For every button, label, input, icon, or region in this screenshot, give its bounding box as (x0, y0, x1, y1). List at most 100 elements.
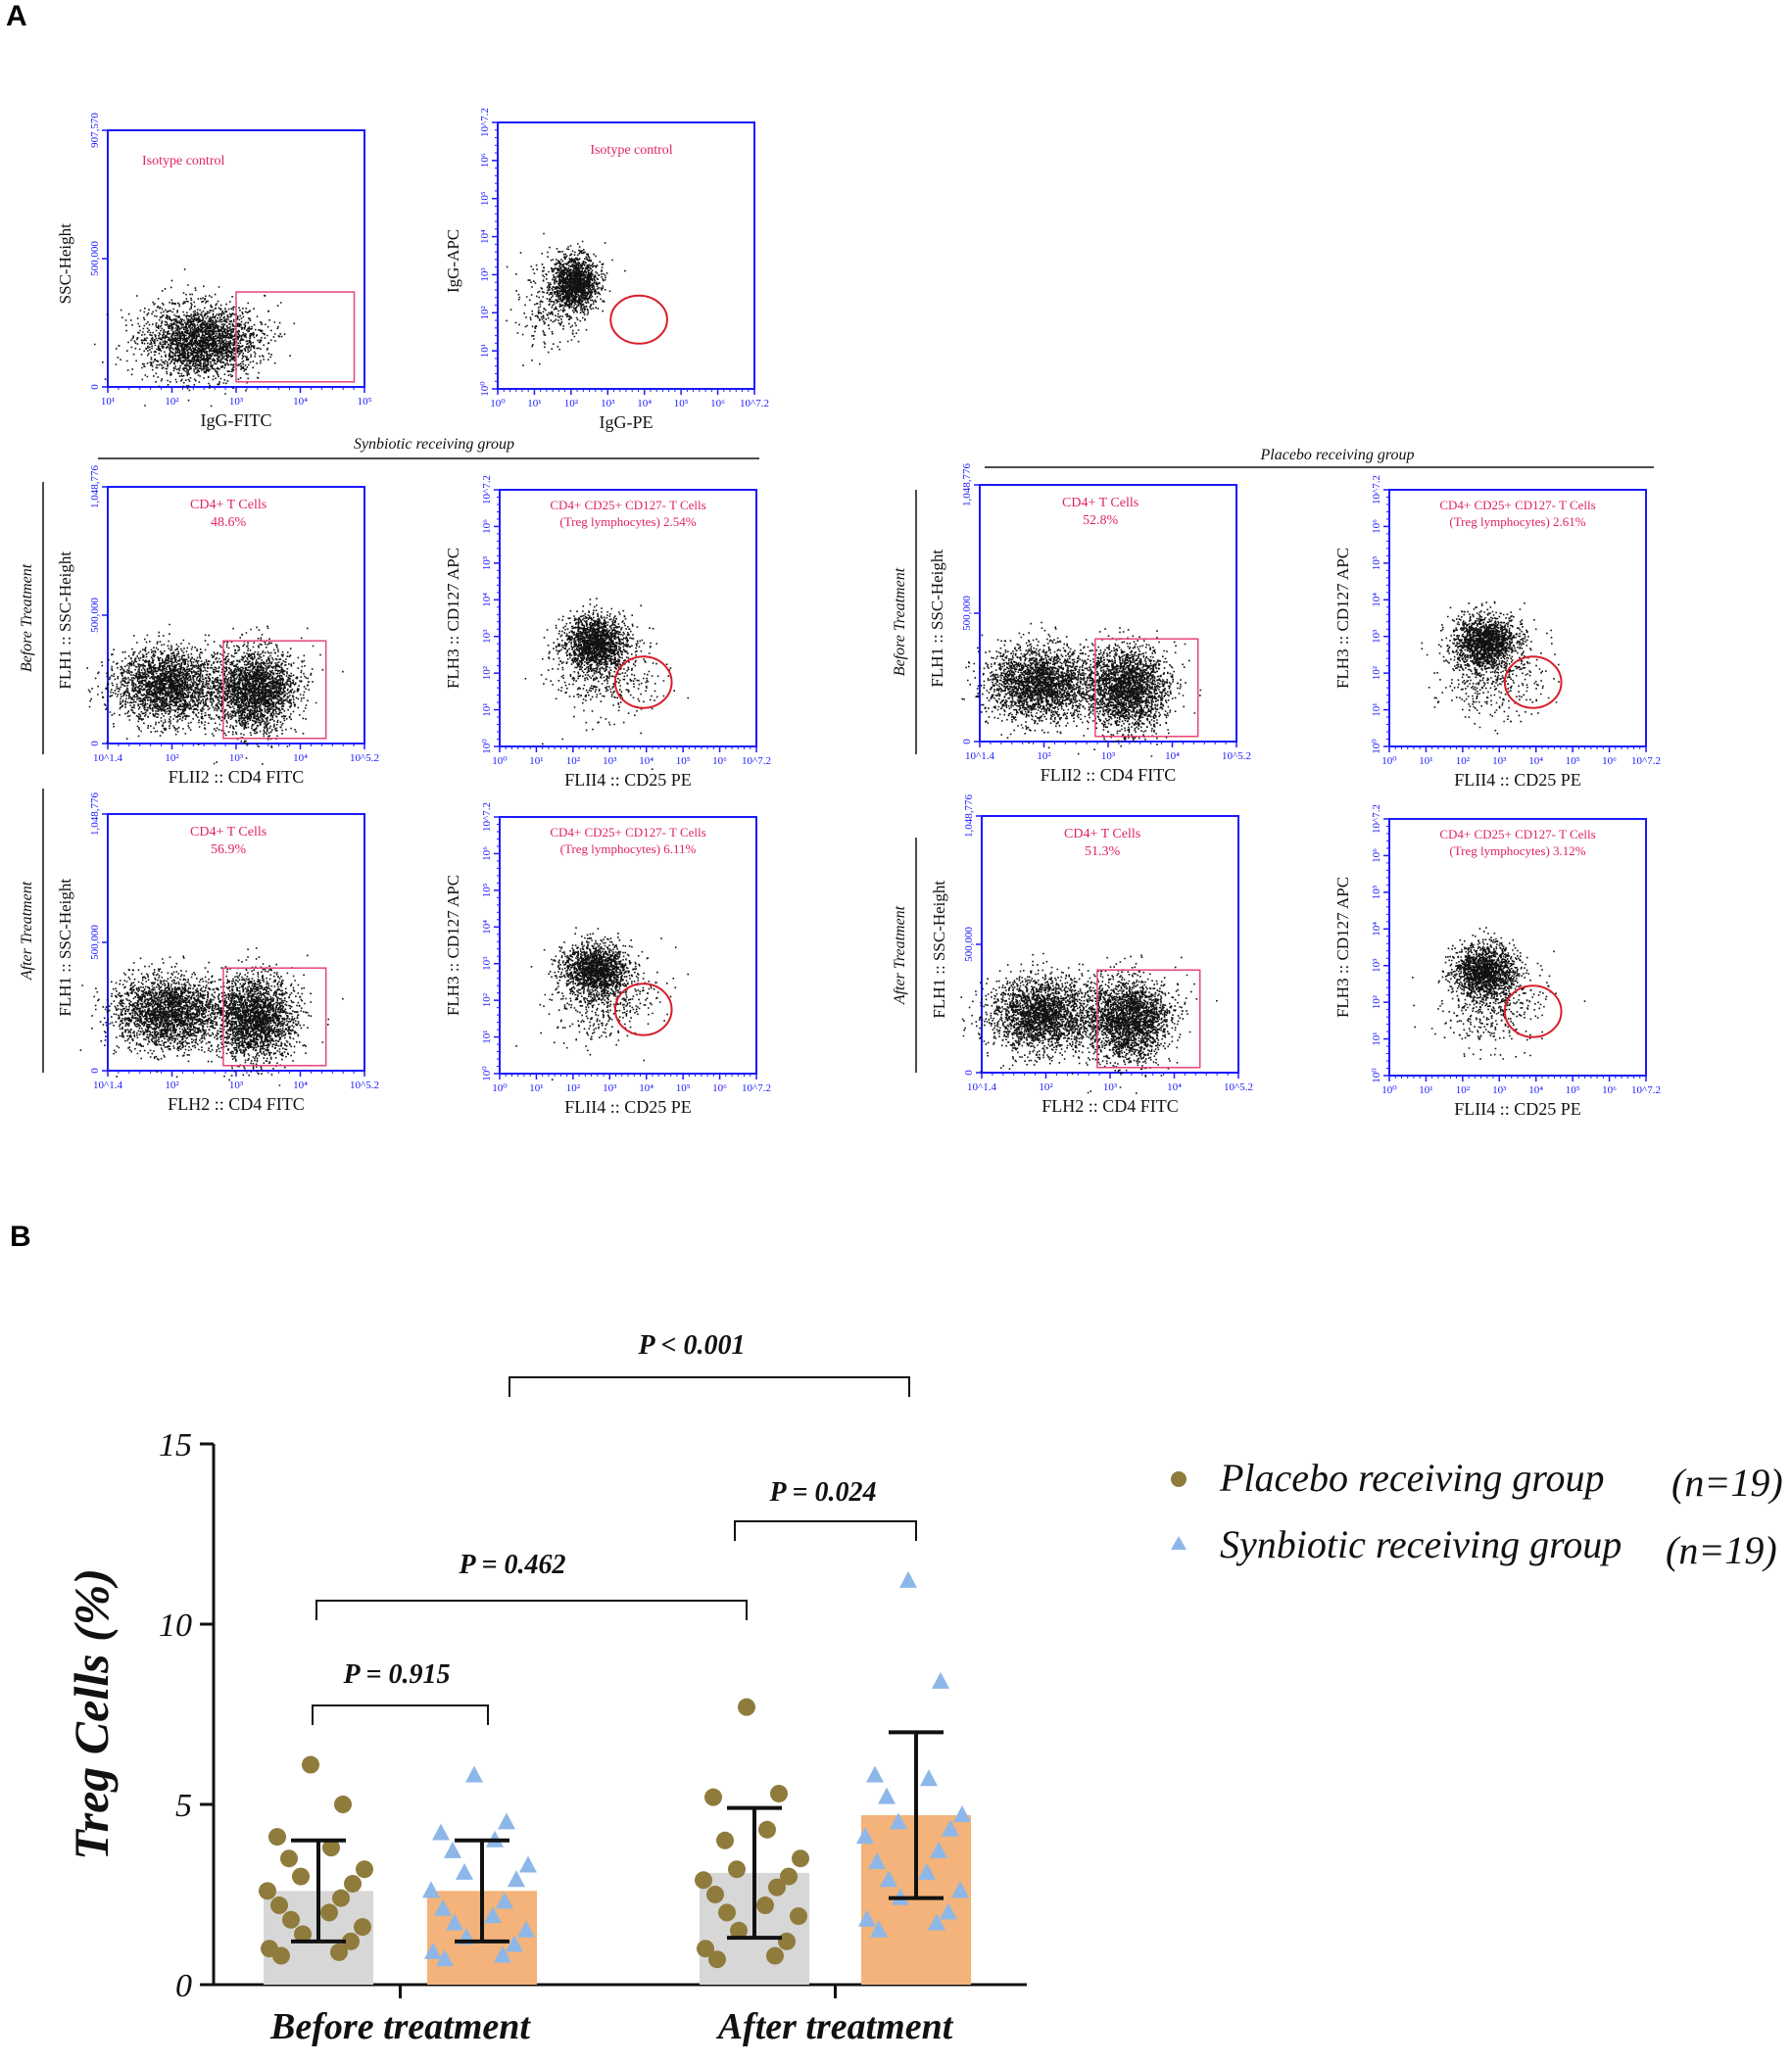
gate-title: CD4+ T Cells (1064, 827, 1140, 841)
placebo-point (302, 1755, 319, 1774)
x-tick-label: 10² (1456, 755, 1471, 767)
gate-title: CD4+ T Cells (190, 498, 266, 512)
synbiotic-point (951, 1881, 969, 1898)
event-dots (94, 268, 296, 408)
synbiotic-point (519, 1855, 537, 1873)
y-tick-label: 10⁰ (1371, 1068, 1382, 1083)
synbiotic-point (890, 1812, 907, 1830)
gate-title: CD4+ CD25+ CD127- T Cells (550, 498, 705, 512)
placebo-point (728, 1860, 746, 1879)
x-tick-label: 10^7.2 (742, 755, 771, 767)
y-tick-label: 1,048,776 (961, 463, 973, 507)
synbiotic-point (422, 1881, 440, 1898)
gate-ellipse (613, 655, 673, 709)
gate-ellipse (1503, 655, 1563, 709)
placebo-point (332, 1889, 350, 1907)
synbiotic-point (878, 1787, 896, 1804)
y-tick-label: 10⁵ (1371, 555, 1382, 570)
placebo-point (766, 1946, 784, 1965)
synbiotic-point (456, 1862, 473, 1880)
x-tick-label: 10⁴ (293, 1080, 308, 1091)
synbiotic-point (434, 1898, 452, 1916)
synbiotic-point (942, 1819, 959, 1837)
event-dots (86, 623, 261, 763)
gate-percent: (Treg lymphocytes) 2.54% (559, 514, 696, 529)
y-tick-label: 0 (961, 739, 973, 744)
x-tick-label: 10³ (1492, 755, 1507, 767)
placebo-point (282, 1910, 300, 1929)
x-tick-label: 10⁴ (639, 1082, 654, 1094)
x-axis-label: IgG-PE (600, 412, 654, 432)
synbiotic-point (444, 1841, 461, 1858)
event-dots (79, 955, 254, 1079)
x-tick-label: 10¹ (529, 755, 543, 767)
x-axis-label: FLII4 :: CD25 PE (1454, 1099, 1581, 1119)
y-axis-label: FLH3 :: CD127 APC (444, 548, 462, 689)
x-tick-label: 10^7.2 (740, 398, 769, 409)
placebo-point (780, 1867, 798, 1886)
x-tick-label: 10^5.2 (350, 752, 379, 764)
x-tick-label: 10² (1456, 1084, 1471, 1096)
placebo-point (768, 1878, 786, 1896)
y-tick-label: 10³ (1371, 629, 1382, 644)
event-dots (1056, 627, 1202, 778)
synbiotic-point (880, 1870, 897, 1888)
x-tick-label: 10⁴ (1528, 755, 1543, 767)
y-tick-label: 0 (89, 384, 101, 390)
significance-bracket (315, 1600, 748, 1620)
gate-title: CD4+ CD25+ CD127- T Cells (1439, 827, 1595, 841)
placebo-point (268, 1828, 286, 1847)
placebo-point (292, 1867, 310, 1886)
event-dots (184, 625, 344, 765)
gate-percent: (Treg lymphocytes) 2.61% (1449, 514, 1585, 529)
placebo-point (272, 1946, 290, 1965)
y-tick-label: 1,048,776 (89, 792, 101, 837)
x-tick-label: 10³ (603, 1082, 617, 1094)
placebo-point (320, 1903, 338, 1922)
y-axis-label: SSC-Height (56, 223, 74, 304)
gate-percent: (Treg lymphocytes) 6.11% (560, 841, 697, 856)
x-axis-label: FLH2 :: CD4 FITC (1041, 1096, 1179, 1116)
synbiotic-point (446, 1913, 463, 1931)
y-tick-label: 10³ (481, 629, 493, 644)
placebo-point (270, 1896, 288, 1915)
gate-percent: (Treg lymphocytes) 3.12% (1449, 843, 1585, 858)
synbiotic-point (920, 1769, 938, 1787)
significance-bracket (509, 1376, 910, 1397)
gate-percent: 48.6% (211, 515, 247, 530)
x-tick-label: 10⁶ (712, 755, 727, 767)
x-tick-label: 10^7.2 (1631, 755, 1661, 767)
y-tick-label: 10^7.2 (481, 475, 493, 504)
x-tick-label: 10² (165, 1080, 179, 1091)
synbiotic-point (506, 1935, 523, 1952)
synbiotic-point (465, 1765, 483, 1783)
event-dots (515, 927, 689, 1080)
placebo-point (778, 1932, 796, 1950)
placebo-point (704, 1788, 722, 1806)
placebo-point (756, 1896, 774, 1915)
y-tick-label: 10⁰ (481, 1066, 493, 1081)
y-tick-label: 10⁰ (481, 739, 493, 754)
x-tick-label: 10² (564, 398, 579, 409)
x-tick-label: 10¹ (1419, 755, 1432, 767)
synbiotic-point (424, 1942, 442, 1959)
y-axis-label: FLH3 :: CD127 APC (444, 875, 462, 1016)
x-tick-label: 10¹ (101, 396, 115, 408)
x-tick-label: 10^5.2 (1222, 750, 1251, 762)
placebo-point (322, 1839, 340, 1857)
gate-rect (222, 640, 327, 740)
x-tick-label: 10⁴ (1167, 1081, 1182, 1093)
x-tick-label: 10^5.2 (350, 1080, 379, 1091)
y-tick-label: 10² (481, 992, 493, 1007)
x-tick-label: 10⁵ (676, 755, 691, 767)
synbiotic-point (953, 1805, 971, 1823)
synbiotic-point (899, 1570, 917, 1588)
y-tick-label: 10⁴ (1371, 922, 1382, 936)
p-value-label: P = 0.915 (342, 1659, 450, 1690)
x-tick-label: 10⁴ (1165, 750, 1180, 762)
y-tick-label: 500,000 (89, 598, 101, 633)
